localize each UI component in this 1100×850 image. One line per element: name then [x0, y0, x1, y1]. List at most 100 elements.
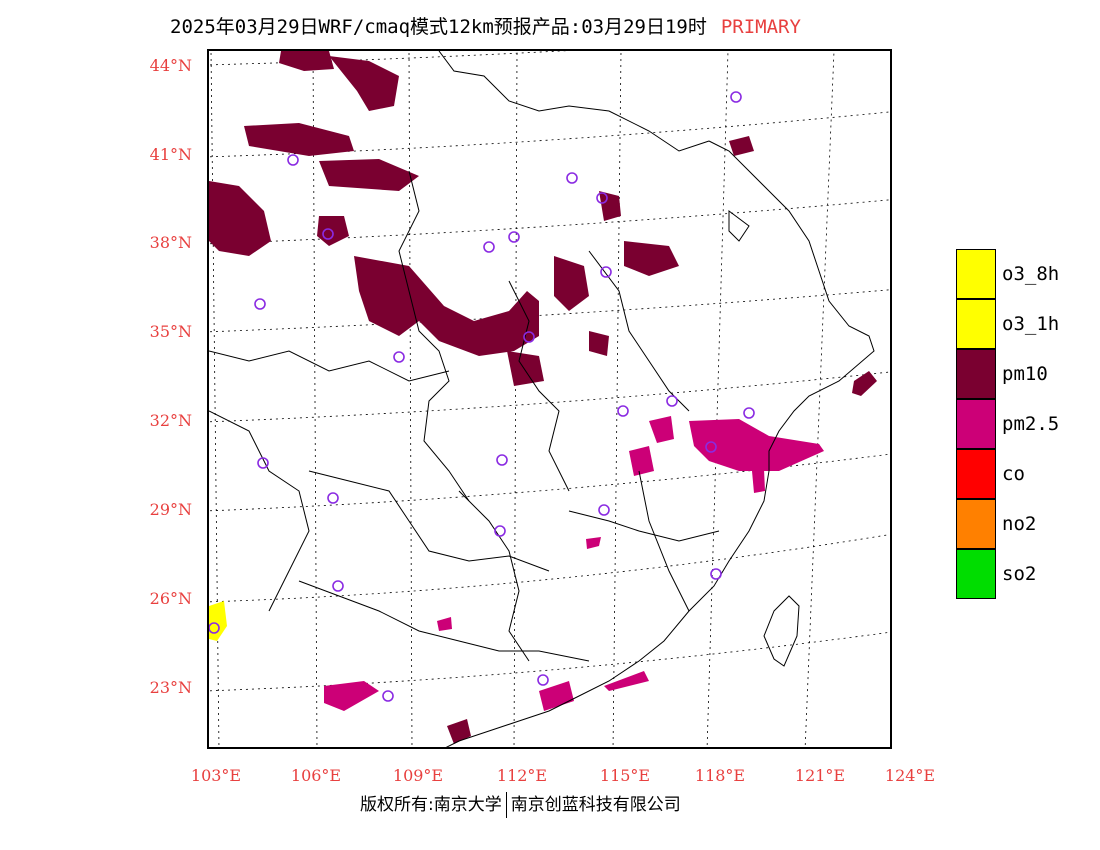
legend-label: no2	[1002, 513, 1037, 535]
boundaries	[209, 51, 875, 747]
legend-label: o3_1h	[1002, 313, 1060, 335]
province-10	[568, 510, 720, 542]
province-3	[508, 280, 570, 492]
map-panel	[207, 49, 892, 749]
pm10-east-sea	[852, 371, 877, 396]
legend-swatch	[956, 399, 996, 449]
pm10-west-patch	[317, 216, 349, 246]
lon-line-121	[804, 51, 835, 747]
province-2	[398, 170, 470, 502]
legend-swatch	[956, 249, 996, 299]
lat-line-23	[209, 631, 890, 692]
pm25-pearl-delta	[539, 681, 574, 711]
lat-line-38	[209, 199, 890, 245]
station-marker	[666, 395, 678, 407]
copyright-footer: 版权所有:南京大学 南京创蓝科技有限公司	[360, 790, 681, 818]
station-marker	[327, 492, 339, 504]
lon-line-115	[612, 51, 622, 747]
legend-label: pm2.5	[1002, 413, 1060, 435]
pm25-zhejiang	[752, 469, 765, 493]
o3-areas	[209, 601, 227, 641]
legend-swatch	[956, 449, 996, 499]
pm25-jiangxi	[629, 446, 654, 476]
province-5	[588, 250, 690, 412]
pm10-henan	[589, 331, 609, 356]
lon-label-109: 109°E	[392, 766, 444, 785]
province-1	[209, 350, 450, 382]
title-tag: PRIMARY	[720, 16, 801, 38]
lat-label-41: 41°N	[149, 145, 192, 164]
station-markers	[209, 91, 755, 702]
lat-line-32	[209, 371, 890, 423]
pm10-west-block	[209, 181, 271, 256]
legend-swatch	[956, 299, 996, 349]
pm10-areas	[209, 51, 877, 744]
station-marker	[598, 504, 610, 516]
lon-line-109	[408, 51, 413, 747]
legend-swatch	[956, 549, 996, 599]
province-8	[209, 410, 310, 612]
lat-line-26	[209, 534, 890, 603]
title-text: 2025年03月29日WRF/cmaq模式12km预报产品:03月29日19时	[170, 16, 707, 38]
station-marker	[257, 457, 269, 469]
station-marker	[705, 441, 717, 453]
station-marker	[209, 622, 220, 634]
legend-label: co	[1002, 463, 1025, 485]
lon-line-118	[706, 51, 729, 747]
province-9	[458, 490, 530, 662]
pm10-loess-plume	[354, 256, 539, 356]
legend-label: o3_8h	[1002, 263, 1060, 285]
pm10-central-patch	[554, 256, 589, 311]
pm25-guangdong-coast	[324, 681, 379, 711]
province-4	[308, 470, 550, 572]
legend-label: so2	[1002, 563, 1037, 585]
o3-yunnan-border	[209, 601, 227, 641]
border-north	[438, 51, 710, 152]
lon-label-118: 118°E	[694, 766, 746, 785]
lat-label-38: 38°N	[149, 233, 192, 252]
station-marker	[537, 674, 549, 686]
station-marker	[332, 580, 344, 592]
station-marker	[254, 298, 266, 310]
pm25-anhui	[649, 416, 674, 443]
pm10-guangdong	[447, 719, 471, 744]
pm25-areas	[324, 416, 824, 711]
legend-swatch	[956, 349, 996, 399]
station-marker	[393, 351, 405, 363]
lat-label-35: 35°N	[149, 322, 192, 341]
lon-label-115: 115°E	[599, 766, 651, 785]
map-canvas	[209, 51, 890, 747]
lat-line-35	[209, 289, 890, 333]
station-marker	[483, 241, 495, 253]
footer-separator	[505, 792, 507, 818]
pm10-north-band-a	[279, 51, 334, 71]
station-marker	[382, 690, 394, 702]
footer-right: 南京创蓝科技有限公司	[510, 795, 681, 815]
station-marker	[494, 525, 506, 537]
legend-swatch	[956, 499, 996, 549]
pm25-hunan	[586, 537, 601, 549]
lon-label-103: 103°E	[190, 766, 242, 785]
station-marker	[508, 231, 520, 243]
map-title: 2025年03月29日WRF/cmaq模式12km预报产品:03月29日19时 P…	[170, 12, 801, 39]
station-marker	[617, 405, 629, 417]
pm10-north-band-b	[329, 56, 399, 111]
station-marker	[596, 192, 608, 204]
lat-label-44: 44°N	[149, 56, 192, 75]
graticule	[209, 51, 890, 747]
station-marker	[730, 91, 742, 103]
lon-label-121: 121°E	[794, 766, 846, 785]
pm10-shanxi	[507, 351, 544, 386]
pm10-north-band-d	[319, 159, 419, 191]
pm25-yunnan	[437, 617, 452, 631]
province-7	[638, 470, 690, 612]
lon-line-106	[312, 51, 318, 747]
station-marker	[566, 172, 578, 184]
station-marker	[523, 331, 535, 343]
lon-line-103	[210, 51, 220, 747]
station-marker	[496, 454, 508, 466]
lat-label-26: 26°N	[149, 589, 192, 608]
footer-left: 版权所有:南京大学	[360, 795, 502, 815]
lon-label-124: 124°E	[884, 766, 936, 785]
legend-label: pm10	[1002, 363, 1048, 385]
